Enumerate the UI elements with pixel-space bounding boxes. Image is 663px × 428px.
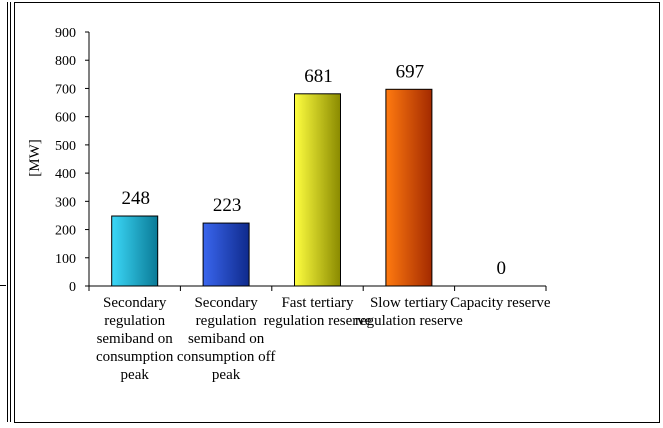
bar-value-label: 223 xyxy=(213,195,242,216)
bar xyxy=(202,222,250,287)
y-tick-label: 900 xyxy=(55,26,76,41)
left-panel-tick xyxy=(0,285,6,286)
y-tick-label: 400 xyxy=(55,167,76,182)
x-category-label-line: consumption off xyxy=(177,349,275,365)
x-category-label-line: regulation reserve xyxy=(355,313,463,329)
x-category-label-line: Capacity reserve xyxy=(450,295,551,311)
x-category-label-line: Secondary xyxy=(194,295,258,311)
y-tick-label: 200 xyxy=(55,224,76,239)
x-category-label-line: regulation xyxy=(104,313,165,329)
y-tick-label: 600 xyxy=(55,111,76,126)
bar-value-label: 0 xyxy=(497,258,507,279)
bar xyxy=(385,88,433,287)
x-axis: Secondary regulation semiband on consumptio… xyxy=(88,285,551,383)
y-tick-label: 800 xyxy=(55,54,76,69)
y-axis-label: [MW] xyxy=(27,139,43,177)
bar-value-label: 697 xyxy=(396,61,425,82)
x-category-label-line: semiband on xyxy=(188,331,265,347)
y-tick-label: 100 xyxy=(55,252,76,267)
x-category-label: Secondary regulation semiband on consumptio… xyxy=(177,295,275,383)
x-category-label-line: Fast tertiary xyxy=(281,295,354,311)
x-category-label-line: consumption xyxy=(96,349,174,365)
y-axis: 0 100 200 300 400 500 600 700 800 900 xyxy=(55,26,90,295)
y-tick-label: 500 xyxy=(55,139,76,154)
bar-value-label: 248 xyxy=(121,188,150,209)
left-panel-border xyxy=(0,2,11,422)
x-category-label: Secondary regulation semiband on consumptio… xyxy=(96,295,174,383)
x-category-label: Slow tertiary regulation reserve xyxy=(355,295,463,329)
x-category-label-line: Secondary xyxy=(103,295,167,311)
x-category-label-line: semiband on xyxy=(97,331,174,347)
y-tick-label: 300 xyxy=(55,195,76,210)
x-category-label: Fast tertiary regulation reserve xyxy=(264,295,372,329)
bar xyxy=(294,93,341,287)
y-tick-label: 700 xyxy=(55,82,76,97)
x-category-label: Capacity reserve xyxy=(450,295,551,311)
bar-value-label: 681 xyxy=(304,66,333,87)
y-tick-label: 0 xyxy=(69,280,76,295)
bars: 248 223 681 697 0 xyxy=(111,61,507,287)
x-category-label-line: regulation reserve xyxy=(264,313,372,329)
x-category-label-line: peak xyxy=(212,367,241,383)
x-category-label-line: peak xyxy=(121,367,150,383)
chart-frame xyxy=(14,2,660,423)
x-category-label-line: regulation xyxy=(196,313,257,329)
x-category-label-line: Slow tertiary xyxy=(370,295,448,311)
bar xyxy=(111,215,159,287)
